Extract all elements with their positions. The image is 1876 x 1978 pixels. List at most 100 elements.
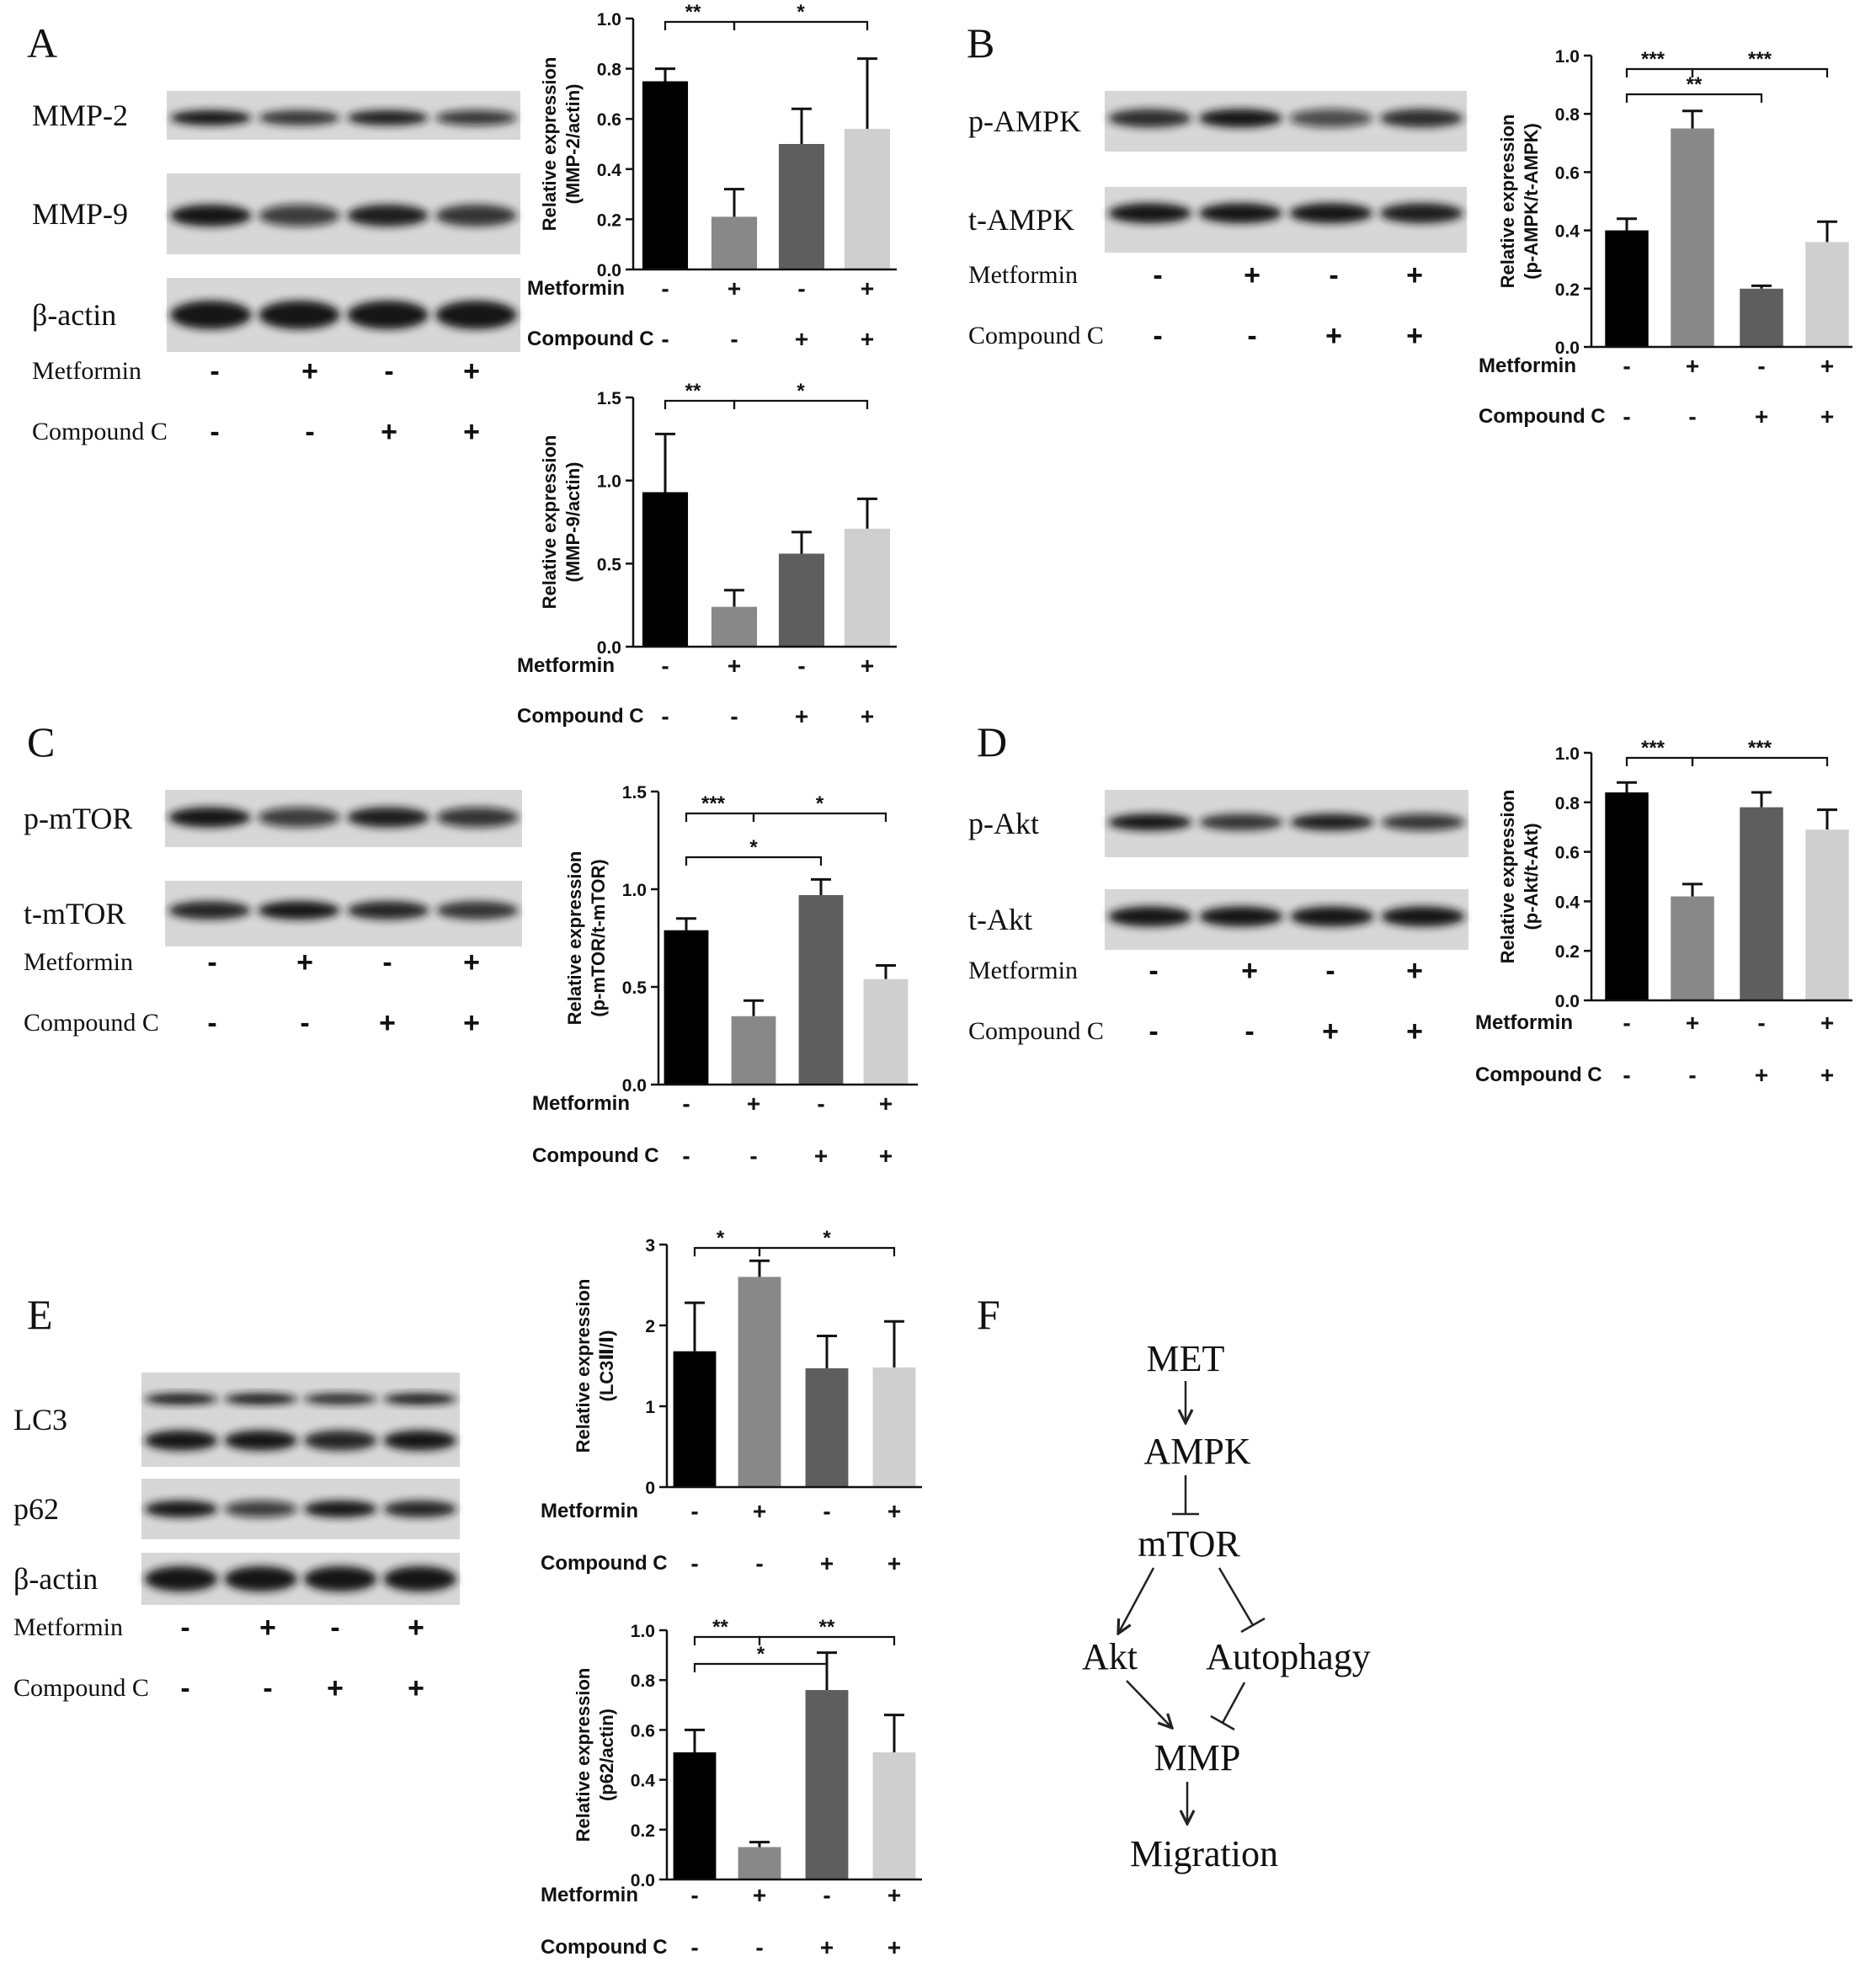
band-c-1-3 — [436, 901, 519, 920]
chart-treatment-sign-d-0-3: + — [1820, 1010, 1834, 1036]
blot-treatment-sign-b-0-3: + — [1406, 259, 1423, 291]
band-e-1-1 — [224, 1501, 298, 1517]
y-tick-label-e2-1: 0.2 — [631, 1821, 655, 1841]
band-c-1-0 — [168, 901, 251, 920]
sig-label-e2-1: ** — [819, 1616, 835, 1639]
y-tick-label-d-3: 0.6 — [1555, 844, 1580, 863]
y-tick-label-b-5: 1.0 — [1555, 47, 1580, 67]
y-tick-label-c-1: 0.5 — [622, 978, 648, 998]
chart-treatment-sign-b-1-0: - — [1623, 403, 1630, 429]
chart-treatment-sign-c-0-1: + — [747, 1090, 760, 1117]
y-axis-label2-e1: (LC3Ⅱ/Ⅰ) — [596, 1330, 617, 1401]
blot-treatment-sign-a-1-2: + — [381, 416, 397, 448]
chart-treatment-sign-e1-1-2: + — [820, 1550, 834, 1576]
chart-treatment-sign-d-0-2: - — [1757, 1010, 1765, 1036]
chart-treatment-sign-a1-1-0: - — [661, 326, 669, 352]
blot-treatment-sign-a-0-2: - — [384, 355, 393, 387]
chart-treatment-sign-e1-1-3: + — [887, 1550, 901, 1576]
band-a-2-1 — [258, 301, 340, 329]
sig-label-b-0: *** — [1641, 48, 1665, 71]
bar-b-2 — [1740, 288, 1783, 347]
sig-label-a2-0: ** — [685, 380, 701, 403]
blot-treatment-sign-a-0-1: + — [301, 355, 318, 387]
bar-d-3 — [1805, 829, 1849, 1000]
chart-treatment-sign-a1-1-3: + — [861, 326, 874, 352]
blot-treatment-sign-c-0-1: + — [296, 946, 313, 978]
chart-treatment-sign-d-0-1: + — [1686, 1010, 1699, 1036]
band-e-1-2 — [303, 1501, 377, 1517]
y-tick-label-a1-0: 0.0 — [597, 261, 621, 280]
band-a-0-3 — [435, 109, 517, 125]
chart-treatment-label-b-0: Metformin — [1479, 355, 1576, 377]
bar-c-3 — [863, 978, 909, 1085]
band-e-2-3 — [383, 1566, 457, 1591]
bar-a1-2 — [778, 144, 825, 269]
bar-chart-b: 0.0 0.2 0.4 0.6 0.8 1.0 Relative expression (p-… — [1479, 47, 1852, 429]
blot-treatment-sign-c-1-3: + — [463, 1007, 480, 1039]
bar-a1-0 — [642, 81, 689, 269]
band-b-0-2 — [1289, 109, 1373, 128]
bar-c-2 — [798, 894, 844, 1085]
blot-treatment-sign-e-0-3: + — [408, 1612, 424, 1644]
blot-label-e-1: p62 — [13, 1492, 59, 1526]
chart-treatment-sign-a2-1-0: - — [661, 703, 669, 729]
blot-treatment-label-a-1: Compound C — [32, 418, 168, 445]
bar-chart-c: 0.0 0.5 1.0 1.5 Relative expression (p-mTOR/t… — [532, 783, 918, 1169]
blot-treatment-label-d-0: Metformin — [968, 957, 1078, 984]
inhibit-autophagy-mmp-bar — [1210, 1714, 1235, 1731]
blot-treatment-sign-a-0-3: + — [463, 355, 480, 387]
blot-treatment-sign-b-1-2: + — [1325, 320, 1342, 352]
chart-treatment-sign-e2-0-1: + — [753, 1882, 766, 1908]
node-akt: Akt — [1082, 1636, 1138, 1677]
blot-treatment-sign-e-1-1: - — [263, 1672, 272, 1704]
bar-a2-0 — [642, 492, 689, 647]
bar-a1-1 — [711, 216, 758, 269]
panel-letter-b: B — [967, 19, 994, 67]
chart-treatment-sign-a2-0-2: - — [797, 653, 805, 679]
band-c-0-2 — [347, 807, 429, 828]
blot-treatment-sign-b-1-3: + — [1406, 320, 1423, 352]
bar-a2-3 — [844, 528, 891, 647]
y-tick-label-e1-3: 3 — [645, 1236, 655, 1256]
blot-treatment-sign-a-1-3: + — [463, 416, 480, 448]
chart-treatment-label-e2-1: Compound C — [541, 1936, 668, 1959]
bar-chart-a1: 0.0 0.2 0.4 0.6 0.8 1.0 Relative expression (MM… — [527, 1, 897, 352]
band-a-2-3 — [435, 301, 517, 329]
chart-treatment-sign-e2-0-2: - — [823, 1882, 830, 1908]
chart-treatment-sign-a1-0-0: - — [661, 275, 669, 301]
chart-treatment-sign-c-1-3: + — [879, 1143, 893, 1169]
y-tick-label-d-5: 1.0 — [1555, 744, 1580, 764]
chart-treatment-sign-a2-1-2: + — [795, 703, 808, 729]
blot-treatment-sign-c-1-0: - — [207, 1007, 216, 1039]
bar-chart-e1: 0 1 2 3 Relative expression (LC3Ⅱ/Ⅰ) * * Metform… — [541, 1227, 922, 1576]
y-tick-label-c-2: 1.0 — [622, 881, 647, 900]
chart-treatment-sign-a1-0-1: + — [727, 275, 741, 301]
chart-treatment-sign-e1-1-0: - — [690, 1550, 698, 1576]
chart-treatment-label-e2-0: Metformin — [541, 1884, 638, 1906]
band-a-2-2 — [347, 301, 429, 329]
sig-label-e2-2: * — [757, 1643, 765, 1666]
panel-letter-c: C — [27, 718, 55, 765]
blot-treatment-sign-d-0-0: - — [1149, 955, 1158, 987]
blot-label-e-0: LC3 — [13, 1403, 67, 1437]
sig-label-a1-0: ** — [685, 1, 701, 24]
node-autophagy: Autophagy — [1206, 1636, 1371, 1677]
chart-treatment-label-d-0: Metformin — [1475, 1011, 1573, 1034]
sig-label-d-0: *** — [1641, 737, 1665, 760]
sig-label-e1-1: * — [823, 1227, 831, 1250]
blot-treatment-sign-d-1-2: + — [1322, 1016, 1339, 1048]
y-axis-label2-e2: (p62/actin) — [596, 1709, 617, 1801]
blot-treatment-sign-b-0-1: + — [1244, 259, 1260, 291]
band-c-1-1 — [258, 901, 340, 920]
chart-treatment-sign-e1-0-1: + — [753, 1498, 766, 1524]
y-tick-label-a1-4: 0.8 — [597, 61, 622, 80]
chart-treatment-sign-e1-0-3: + — [887, 1498, 901, 1524]
y-tick-label-d-4: 0.8 — [1555, 794, 1580, 813]
blot-treatment-sign-b-0-0: - — [1153, 259, 1162, 291]
band-e-1-3 — [383, 1501, 457, 1517]
blot-treatment-sign-c-1-2: + — [379, 1007, 396, 1039]
band-e-0-1-0 — [224, 1393, 298, 1405]
sig-bracket-a1-1 — [733, 20, 869, 30]
band-d-0-3 — [1381, 813, 1465, 831]
y-axis-label2-a1: (MMP-2/actin) — [562, 84, 584, 205]
